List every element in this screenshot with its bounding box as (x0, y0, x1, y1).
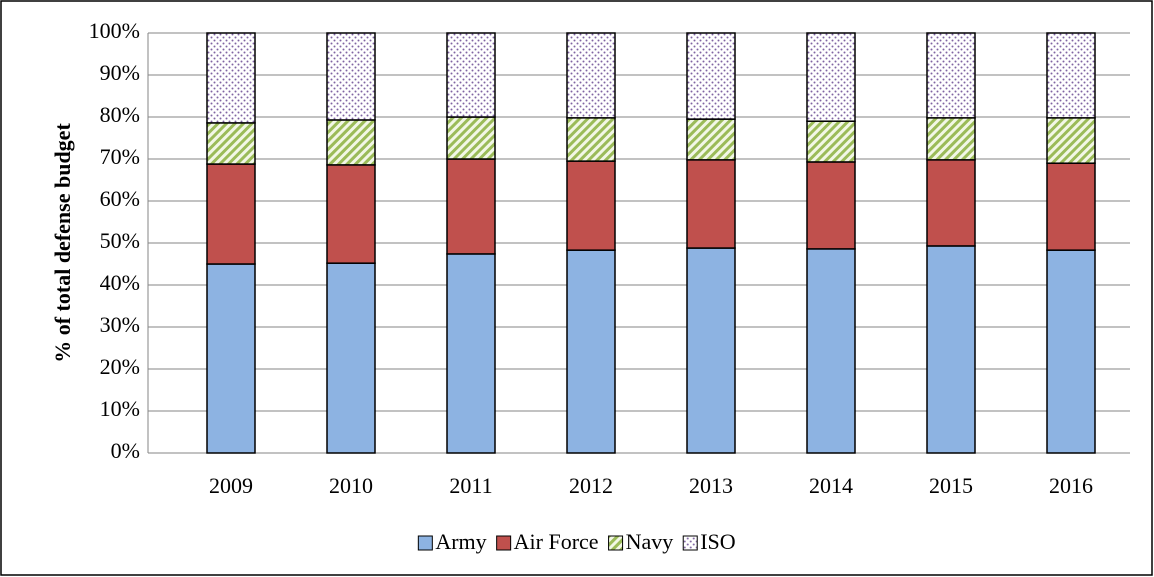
y-axis-label: % of total defense budget (50, 123, 75, 363)
legend-label: Air Force (514, 529, 599, 554)
x-tick-label: 2015 (929, 473, 973, 498)
legend-swatch (608, 535, 624, 551)
bar-segment (326, 32, 376, 121)
bar-segment (566, 32, 616, 119)
bar-segment (806, 161, 856, 250)
y-tick-label: 80% (100, 102, 140, 127)
bar-segment (446, 116, 496, 160)
y-tick-label: 90% (100, 60, 140, 85)
bar-segment (1046, 117, 1096, 164)
x-tick-label: 2013 (689, 473, 733, 498)
legend-label: ISO (700, 529, 735, 554)
y-tick-label: 20% (100, 354, 140, 379)
y-tick-label: 0% (111, 438, 140, 463)
bar-segment (206, 263, 256, 454)
x-tick-label: 2009 (209, 473, 253, 498)
bar-segment (1046, 162, 1096, 251)
x-tick-label: 2011 (449, 473, 492, 498)
bar-segment (806, 248, 856, 454)
bar-segment (206, 32, 256, 124)
y-tick-label: 30% (100, 312, 140, 337)
bar-segment (206, 163, 256, 265)
x-tick-label: 2012 (569, 473, 613, 498)
bar-segment (566, 160, 616, 251)
bar-segment (326, 262, 376, 454)
bar-segment (446, 253, 496, 454)
bar-segment (1046, 249, 1096, 454)
bar-segment (686, 118, 736, 161)
legend-item: ISO (682, 529, 736, 554)
x-tick-label: 2016 (1049, 473, 1093, 498)
y-tick-label: 10% (100, 396, 140, 421)
bar-segment (926, 159, 976, 247)
bar-segment (686, 32, 736, 120)
y-tick-label: 50% (100, 228, 140, 253)
bar-segment (806, 120, 856, 163)
legend-swatch (496, 535, 512, 551)
legend-item: Air Force (496, 529, 599, 554)
bar-segment (686, 159, 736, 249)
y-tick-label: 40% (100, 270, 140, 295)
legend-label: Army (435, 529, 486, 554)
x-tick-label: 2014 (809, 473, 853, 498)
legend-item: Army (417, 529, 487, 554)
bar-segment (926, 32, 976, 119)
x-tick-label: 2010 (329, 473, 373, 498)
bar-segment (566, 117, 616, 162)
legend-swatch (682, 535, 698, 551)
bar-segment (566, 249, 616, 454)
legend-item: Navy (608, 529, 674, 554)
bar-segment (446, 158, 496, 255)
bar-segment (326, 119, 376, 166)
bar-segment (446, 32, 496, 118)
bar-segment (1046, 32, 1096, 119)
legend-swatch (417, 535, 433, 551)
legend-label: Navy (626, 529, 674, 554)
y-tick-label: 100% (89, 18, 140, 43)
y-tick-label: 60% (100, 186, 140, 211)
bar-segment (926, 245, 976, 454)
bar-segment (926, 117, 976, 161)
bar-segment (206, 122, 256, 165)
bar-segment (326, 164, 376, 264)
bar-segment (806, 32, 856, 122)
y-tick-label: 70% (100, 144, 140, 169)
bar-segment (686, 247, 736, 454)
